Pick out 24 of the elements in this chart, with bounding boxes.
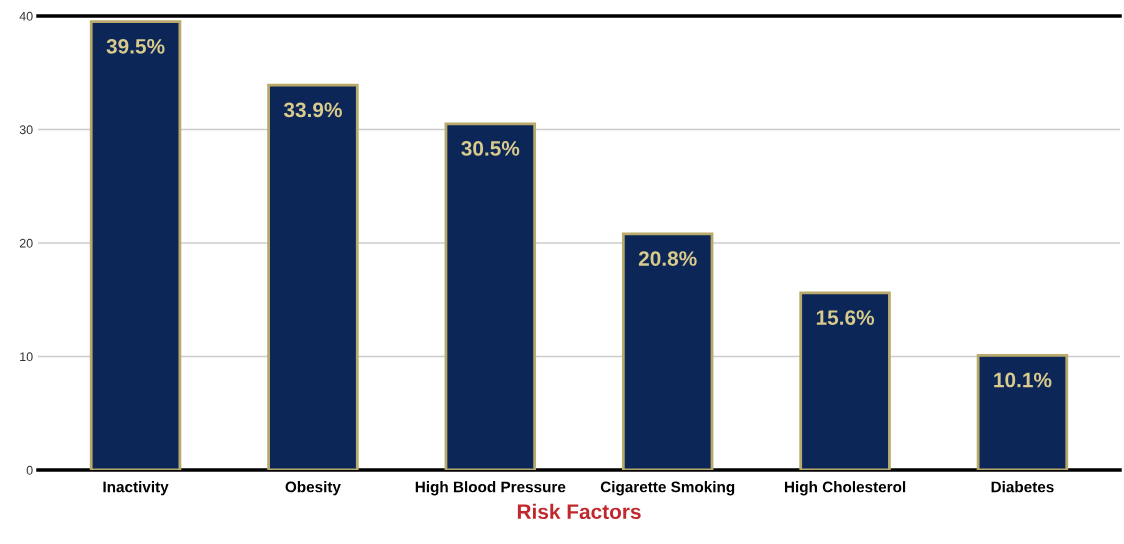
bar: [444, 122, 537, 470]
bar: [89, 20, 182, 470]
x-tick-label: High Blood Pressure: [415, 481, 566, 496]
y-tick-label: 20: [19, 238, 33, 248]
x-axis-title: Risk Factors: [517, 503, 641, 520]
bar: [799, 291, 891, 470]
bar: [621, 232, 714, 470]
data-label: 10.1%: [994, 372, 1052, 388]
bar: [267, 83, 359, 470]
data-label: 15.6%: [816, 310, 875, 325]
data-label: 20.8%: [638, 251, 697, 266]
data-label: 39.5%: [106, 38, 165, 54]
x-tick-label: Cigarette Smoking: [600, 481, 735, 496]
x-tick-label: Inactivity: [103, 481, 169, 496]
x-tick-label: Diabetes: [991, 481, 1054, 493]
x-tick-label: High Cholesterol: [784, 481, 906, 496]
y-tick-label: 30: [19, 125, 33, 135]
data-label: 30.5%: [461, 141, 520, 156]
y-tick-label: 0: [26, 465, 33, 475]
y-tick-label: 40: [19, 11, 33, 21]
bar: [976, 353, 1069, 470]
data-label: 33.9%: [283, 102, 342, 118]
y-tick-label: 10: [20, 352, 33, 362]
x-tick-label: Obesity: [285, 481, 341, 496]
